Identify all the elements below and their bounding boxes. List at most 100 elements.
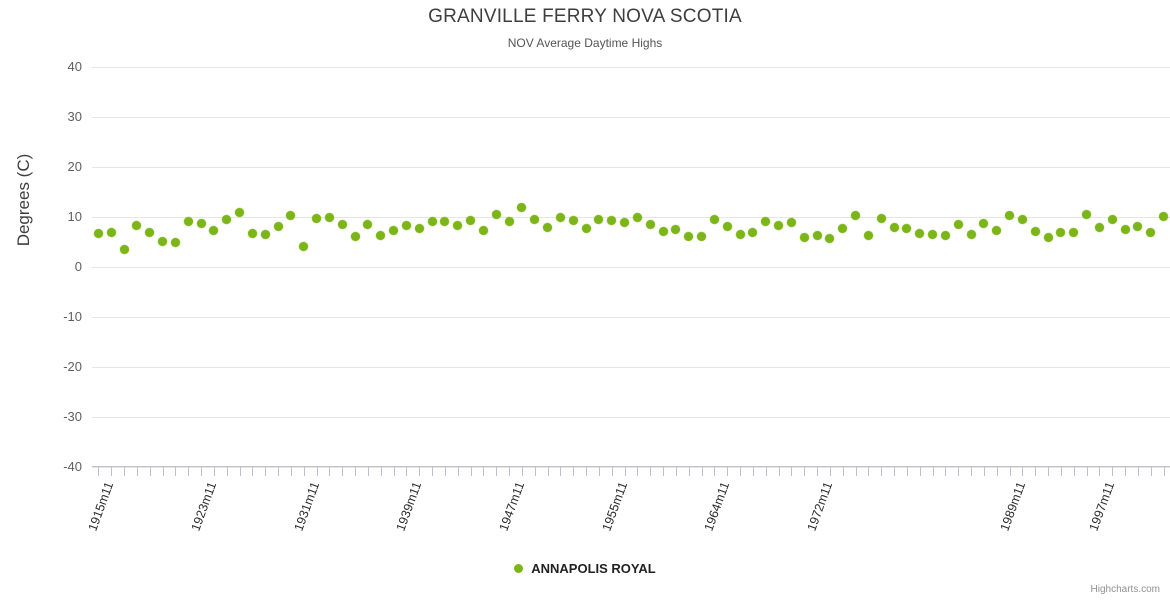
data-point[interactable] <box>1030 227 1040 236</box>
data-point[interactable] <box>915 229 925 238</box>
data-point[interactable] <box>799 233 809 242</box>
data-point[interactable] <box>851 211 861 220</box>
data-point[interactable] <box>594 214 604 224</box>
data-point[interactable] <box>1069 227 1079 237</box>
data-point[interactable] <box>1146 227 1156 237</box>
data-point[interactable] <box>722 221 732 231</box>
data-point[interactable] <box>106 228 116 237</box>
data-point[interactable] <box>709 214 719 224</box>
data-point[interactable] <box>953 220 963 229</box>
data-point[interactable] <box>581 223 591 233</box>
x-axis-tick <box>842 467 844 476</box>
data-point[interactable] <box>273 221 283 231</box>
data-point[interactable] <box>658 226 668 236</box>
credits-label[interactable]: Highcharts.com <box>1090 584 1160 595</box>
data-point[interactable] <box>170 237 180 247</box>
data-point[interactable] <box>940 231 950 240</box>
data-point[interactable] <box>427 217 437 226</box>
data-point[interactable] <box>555 212 565 222</box>
data-point[interactable] <box>93 228 103 238</box>
data-point[interactable] <box>761 216 771 226</box>
x-axis-tick <box>740 467 742 476</box>
data-point[interactable] <box>902 224 912 233</box>
data-point[interactable] <box>568 215 578 225</box>
data-point[interactable] <box>1120 224 1130 234</box>
data-point[interactable] <box>1107 215 1117 224</box>
chart-legend[interactable]: ANNAPOLIS ROYAL <box>0 561 1170 576</box>
data-point[interactable] <box>235 207 245 217</box>
data-point[interactable] <box>119 244 129 254</box>
data-point[interactable] <box>928 230 938 239</box>
data-point[interactable] <box>414 223 424 233</box>
data-point[interactable] <box>812 230 822 240</box>
data-point[interactable] <box>312 214 322 223</box>
data-point[interactable] <box>1082 210 1092 219</box>
x-axis-tick <box>534 467 536 476</box>
data-point[interactable] <box>543 223 553 232</box>
data-point[interactable] <box>607 216 617 225</box>
data-point[interactable] <box>620 218 630 227</box>
data-point[interactable] <box>491 209 501 219</box>
x-axis-tick <box>380 467 382 476</box>
data-point[interactable] <box>774 220 784 230</box>
x-axis-tick <box>804 467 806 476</box>
legend-item-annapolis-royal[interactable]: ANNAPOLIS ROYAL <box>514 561 656 576</box>
data-point[interactable] <box>1043 232 1053 242</box>
data-point[interactable] <box>876 214 886 223</box>
data-point[interactable] <box>478 226 488 235</box>
data-point[interactable] <box>992 225 1002 235</box>
data-point[interactable] <box>863 231 873 240</box>
data-point[interactable] <box>145 227 155 237</box>
data-point[interactable] <box>247 229 257 238</box>
data-point[interactable] <box>979 218 989 228</box>
data-point[interactable] <box>389 225 399 235</box>
data-point[interactable] <box>838 224 848 233</box>
data-point[interactable] <box>440 216 450 226</box>
data-point[interactable] <box>324 213 334 222</box>
data-point[interactable] <box>671 224 681 234</box>
data-point[interactable] <box>825 233 835 243</box>
data-point[interactable] <box>645 219 655 229</box>
data-point[interactable] <box>748 227 758 237</box>
data-point[interactable] <box>209 225 219 235</box>
data-point[interactable] <box>735 229 745 239</box>
data-point[interactable] <box>363 219 373 229</box>
data-point[interactable] <box>183 217 193 226</box>
data-point[interactable] <box>530 214 540 224</box>
x-axis-tick <box>483 467 485 476</box>
data-point[interactable] <box>1159 212 1169 221</box>
data-point[interactable] <box>1017 214 1027 224</box>
data-point[interactable] <box>260 229 270 239</box>
data-point[interactable] <box>1094 222 1104 232</box>
x-axis-tick <box>355 467 357 476</box>
data-point[interactable] <box>132 221 142 230</box>
data-point[interactable] <box>401 220 411 230</box>
data-point[interactable] <box>158 236 168 246</box>
data-point[interactable] <box>466 215 476 225</box>
x-axis-tick <box>855 467 857 476</box>
x-axis-tick <box>496 467 498 476</box>
data-point[interactable] <box>453 220 463 230</box>
data-point[interactable] <box>299 241 309 251</box>
x-axis-tick <box>1073 467 1075 476</box>
y-axis-tick-label: 20 <box>67 159 82 174</box>
data-point[interactable] <box>1005 210 1015 220</box>
data-point[interactable] <box>697 232 707 241</box>
data-point[interactable] <box>966 230 976 239</box>
data-point[interactable] <box>286 211 296 220</box>
data-point[interactable] <box>337 219 347 229</box>
data-point[interactable] <box>684 231 694 241</box>
data-point[interactable] <box>504 216 514 226</box>
x-axis-tick <box>1150 467 1152 476</box>
data-point[interactable] <box>632 213 642 222</box>
data-point[interactable] <box>350 232 360 241</box>
data-point[interactable] <box>1056 228 1066 237</box>
data-point[interactable] <box>376 231 386 240</box>
data-point[interactable] <box>196 218 206 228</box>
data-point[interactable] <box>889 223 899 232</box>
data-point[interactable] <box>222 214 232 224</box>
data-point[interactable] <box>517 203 527 212</box>
x-axis-tick <box>342 467 344 476</box>
data-point[interactable] <box>786 218 796 227</box>
data-point[interactable] <box>1133 222 1143 231</box>
